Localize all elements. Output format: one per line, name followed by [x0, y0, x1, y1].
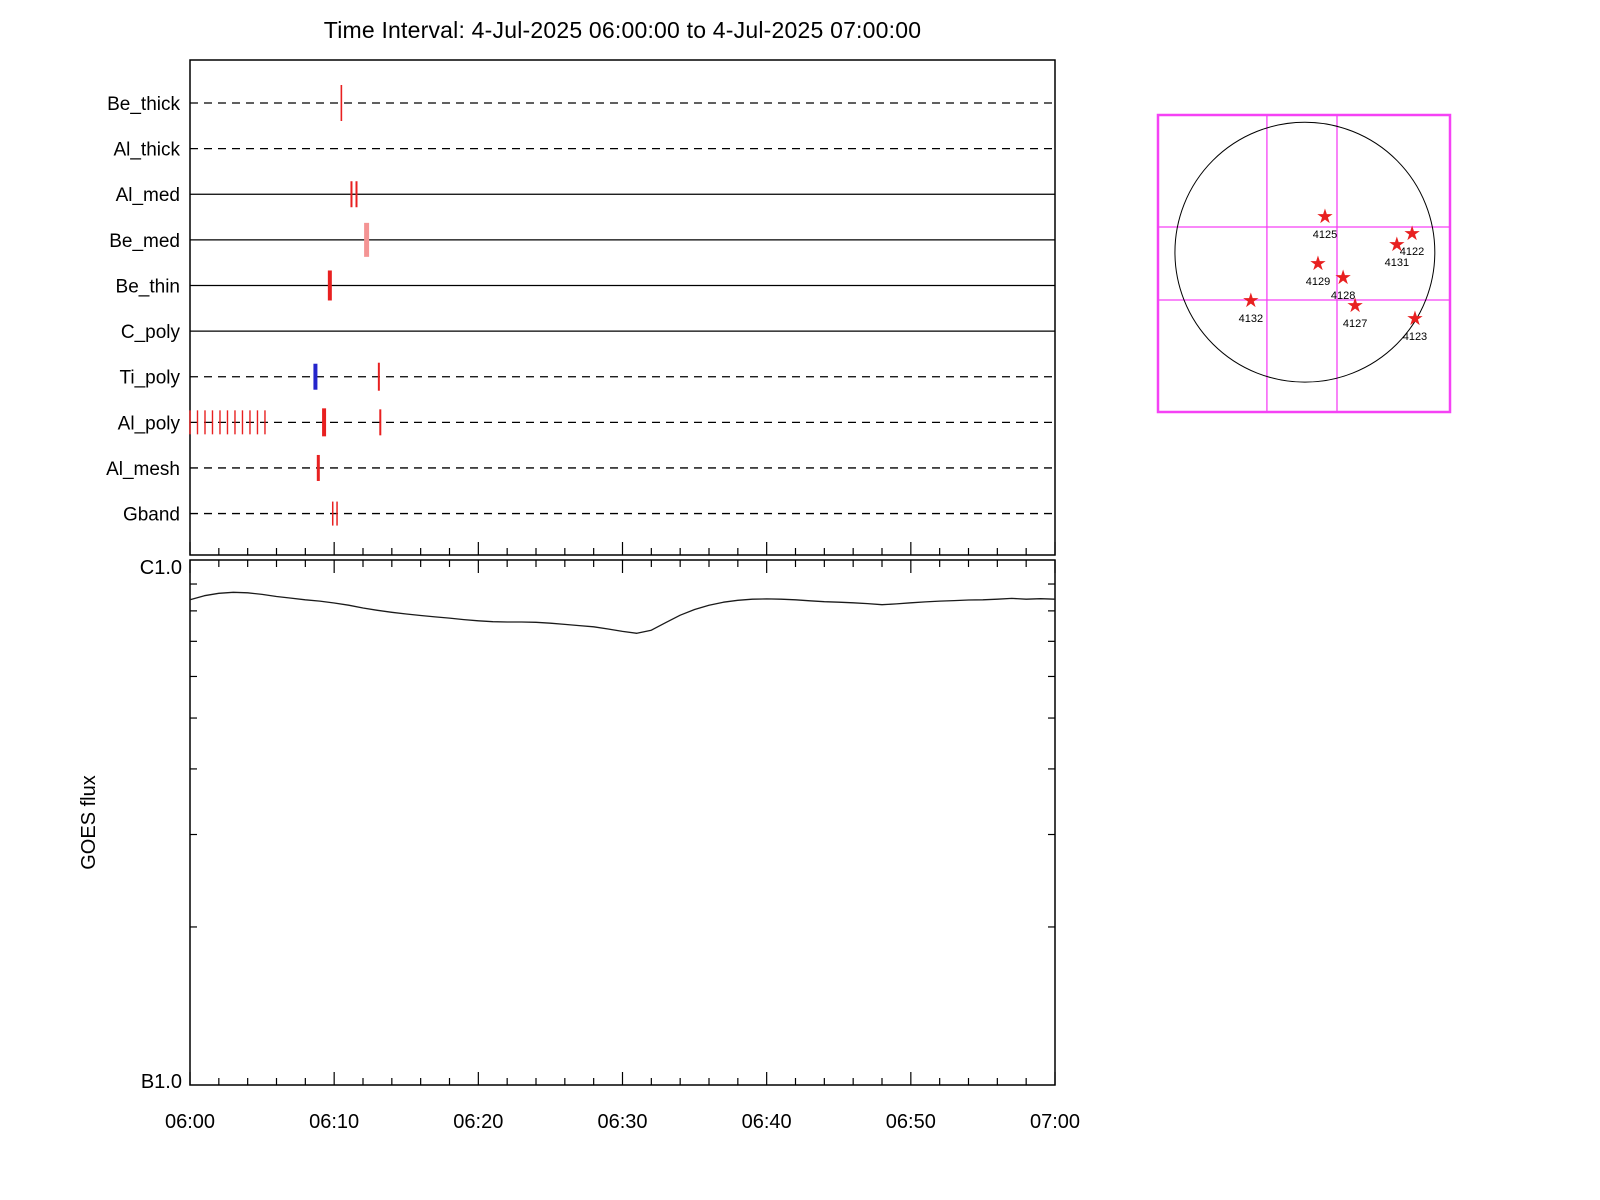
goes-x-tick-label: 07:00 [1030, 1111, 1080, 1133]
active-region-star: ★ [1403, 223, 1421, 245]
active-region-star: ★ [1346, 295, 1364, 317]
plot-title: Time Interval: 4-Jul-2025 06:00:00 to 4-… [323, 17, 922, 43]
filter-label-Al_poly: Al_poly [118, 413, 181, 434]
goes-x-tick-label: 06:40 [742, 1111, 792, 1133]
filter-label-C_poly: C_poly [121, 322, 181, 343]
active-region-star: ★ [1334, 267, 1352, 289]
active-region-star: ★ [1242, 290, 1260, 312]
goes-x-tick-label: 06:00 [165, 1111, 215, 1133]
goes-x-tick-label: 06:10 [309, 1111, 359, 1133]
filter-label-Be_thin: Be_thin [116, 276, 180, 297]
filter-label-Al_thick: Al_thick [113, 140, 180, 161]
active-region-label: 4123 [1403, 331, 1427, 343]
active-region-label: 4131 [1385, 257, 1409, 269]
filter-label-Al_mesh: Al_mesh [106, 459, 180, 480]
active-region-star: ★ [1406, 308, 1424, 330]
active-region-star: ★ [1316, 206, 1334, 228]
filter-label-Be_thick: Be_thick [107, 94, 180, 115]
goes-axis-title: GOES flux [78, 775, 100, 869]
active-region-label: 4128 [1331, 290, 1355, 302]
goes-y-label-bottom: B1.0 [141, 1071, 182, 1093]
active-region-label: 4129 [1306, 276, 1330, 288]
filter-label-Be_med: Be_med [109, 231, 180, 252]
active-region-star: ★ [1388, 234, 1406, 256]
active-region-label: 4127 [1343, 318, 1367, 330]
active-region-label: 4122 [1400, 246, 1424, 258]
goes-x-tick-label: 06:50 [886, 1111, 936, 1133]
goes-flux-curve [189, 591, 1056, 634]
filter-label-Ti_poly: Ti_poly [119, 368, 180, 389]
goes-x-tick-label: 06:30 [597, 1111, 647, 1133]
filter-label-Al_med: Al_med [116, 185, 180, 206]
goes-x-tick-label: 06:20 [453, 1111, 503, 1133]
active-region-star: ★ [1309, 253, 1327, 275]
active-region-label: 4125 [1313, 229, 1337, 241]
filter-label-Gband: Gband [123, 505, 180, 526]
goes-y-label-top: C1.0 [140, 557, 182, 579]
sun-map-border [1156, 113, 1452, 414]
solar-limb-circle [1174, 121, 1436, 383]
goes-panel-border [189, 559, 1056, 1086]
active-region-label: 4132 [1239, 313, 1263, 325]
